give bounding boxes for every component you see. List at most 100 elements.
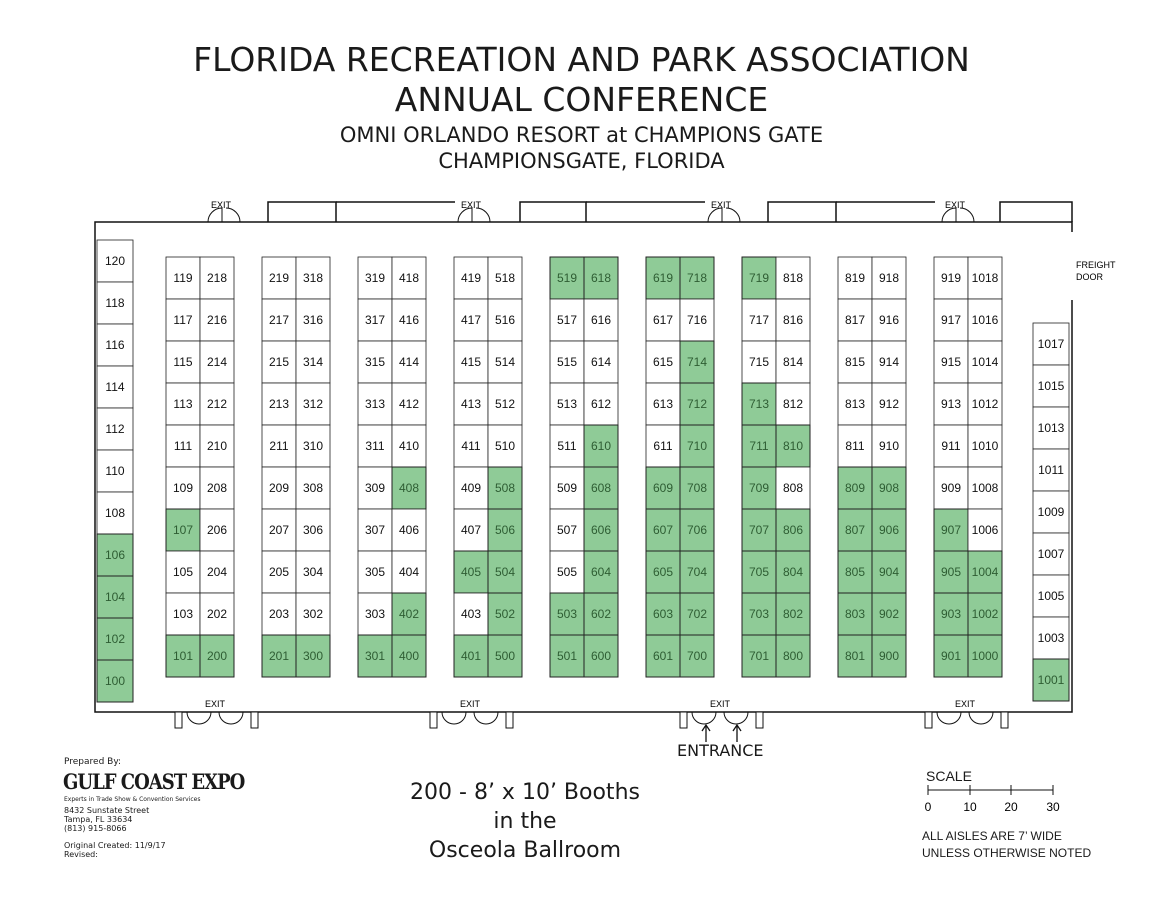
exits-and-doors: EXIT EXIT EXIT EXIT EXIT EXIT EXIT EXIT FREIGHT D… <box>174 200 1116 814</box>
booth-601-number: 601 <box>653 649 673 663</box>
booth-215-number: 215 <box>269 355 289 369</box>
booth-210-number: 210 <box>207 439 227 453</box>
booth-700 <box>679 634 715 678</box>
booth-310 <box>295 424 331 468</box>
booth-109-number: 109 <box>173 481 193 495</box>
booth-406-number: 406 <box>399 523 419 537</box>
booth-619-number: 619 <box>653 271 673 285</box>
freight-door-label-2: DOOR <box>1076 272 1104 282</box>
door-post-right-0 <box>250 711 259 729</box>
exit-label-top-3: EXIT <box>945 200 966 210</box>
exit-door-bottom-3 <box>936 711 994 725</box>
booth-311 <box>357 424 393 468</box>
exit-label-top-0: EXIT <box>211 200 232 210</box>
booth-507-number: 507 <box>557 523 577 537</box>
booth-512-number: 512 <box>495 397 515 411</box>
booth-406 <box>391 508 427 552</box>
booth-216-number: 216 <box>207 313 227 327</box>
booth-916 <box>871 298 907 342</box>
room-outline <box>94 221 1073 713</box>
booth-1013 <box>1032 406 1070 450</box>
booth-207-number: 207 <box>269 523 289 537</box>
booth-113 <box>165 382 201 426</box>
booth-217 <box>261 298 297 342</box>
booth-510-number: 510 <box>495 439 515 453</box>
booth-502-number: 502 <box>495 607 515 621</box>
booth-216 <box>199 298 235 342</box>
booth-900-number: 900 <box>879 649 899 663</box>
booth-716-number: 716 <box>687 313 707 327</box>
booth-311-number: 311 <box>365 439 384 453</box>
booth-506-number: 506 <box>495 523 515 537</box>
booth-513-number: 513 <box>557 397 577 411</box>
booth-117-number: 117 <box>173 313 192 327</box>
booth-118-number: 118 <box>105 296 124 310</box>
booth-504-number: 504 <box>495 565 515 579</box>
booth-718-number: 718 <box>687 271 707 285</box>
booth-308 <box>295 466 331 510</box>
booth-806 <box>775 508 811 552</box>
booth-912-number: 912 <box>879 397 899 411</box>
booth-608-number: 608 <box>591 481 611 495</box>
aisle-note-line-2: UNLESS OTHERWISE NOTED <box>922 846 1092 860</box>
booth-1008 <box>967 466 1003 510</box>
booth-1002-number: 1002 <box>972 607 999 621</box>
booth-1006 <box>967 508 1003 552</box>
booth-304-number: 304 <box>303 565 323 579</box>
booth-919-number: 919 <box>941 271 961 285</box>
booth-103-number: 103 <box>173 607 193 621</box>
booth-416 <box>391 298 427 342</box>
booth-613-number: 613 <box>653 397 673 411</box>
booth-909 <box>933 466 969 510</box>
booth-819-number: 819 <box>845 271 865 285</box>
door-post-right-1 <box>505 711 514 729</box>
booth-213 <box>261 382 297 426</box>
booth-119 <box>165 256 201 300</box>
entrance-label: ENTRANCE <box>677 741 764 760</box>
booth-206 <box>199 508 235 552</box>
title-line-1: FLORIDA RECREATION AND PARK ASSOCIATION <box>193 40 970 79</box>
booth-102-number: 102 <box>105 632 125 646</box>
booth-114-number: 114 <box>105 380 124 394</box>
booth-501 <box>549 634 585 678</box>
booth-500-number: 500 <box>495 649 515 663</box>
booth-302-number: 302 <box>303 607 323 621</box>
booth-714 <box>679 340 715 384</box>
booth-514 <box>487 340 523 384</box>
booth-910 <box>871 424 907 468</box>
booth-106 <box>96 533 134 577</box>
booth-600 <box>583 634 619 678</box>
booth-917-number: 917 <box>941 313 961 327</box>
booth-1011-number: 1011 <box>1038 463 1064 477</box>
booth-312-number: 312 <box>303 397 323 411</box>
booth-summary-line-2: in the <box>493 809 557 834</box>
booth-706-number: 706 <box>687 523 707 537</box>
booth-404 <box>391 550 427 594</box>
booth-306-number: 306 <box>303 523 323 537</box>
booth-818 <box>775 256 811 300</box>
booth-800 <box>775 634 811 678</box>
booth-1008-number: 1008 <box>972 481 999 495</box>
booth-602 <box>583 592 619 636</box>
booth-401 <box>453 634 489 678</box>
booth-818-number: 818 <box>783 271 803 285</box>
booth-702-number: 702 <box>687 607 707 621</box>
booth-611 <box>645 424 681 468</box>
booth-402-number: 402 <box>399 607 419 621</box>
booth-212-number: 212 <box>207 397 227 411</box>
booth-915 <box>933 340 969 384</box>
booth-110-number: 110 <box>105 464 124 478</box>
exit-label-bottom-3: EXIT <box>955 699 976 709</box>
booth-814-number: 814 <box>783 355 803 369</box>
booth-617 <box>645 298 681 342</box>
exit-label-bottom-2: EXIT <box>710 699 731 709</box>
booth-908 <box>871 466 907 510</box>
booth-911-number: 911 <box>941 439 960 453</box>
booth-804 <box>775 550 811 594</box>
address-line-2: Tampa, FL 33634 <box>64 815 133 824</box>
booth-805-number: 805 <box>845 565 865 579</box>
booth-408-number: 408 <box>399 481 419 495</box>
booth-717-number: 717 <box>749 313 769 327</box>
booth-116 <box>96 323 134 367</box>
booth-1000 <box>967 634 1003 678</box>
